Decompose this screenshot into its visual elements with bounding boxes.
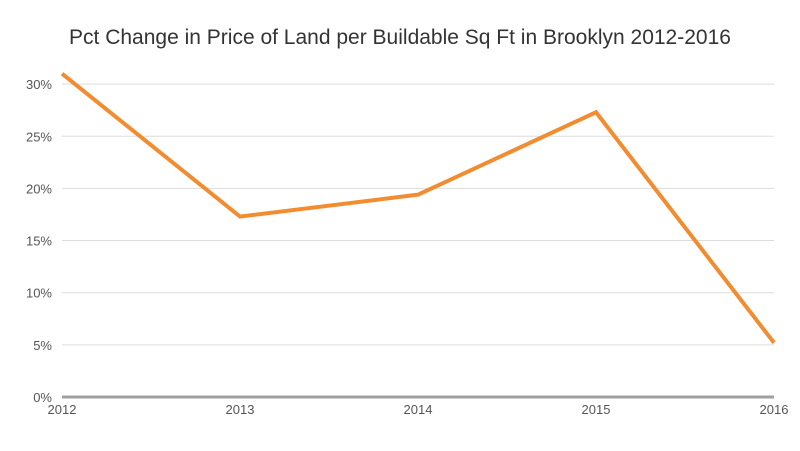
y-tick-label: 5%	[33, 338, 52, 353]
y-tick-label: 20%	[26, 181, 52, 196]
chart-title: Pct Change in Price of Land per Buildabl…	[69, 26, 731, 49]
series-line	[60, 72, 776, 344]
y-tick-label: 10%	[26, 286, 52, 301]
x-tick-label: 2015	[582, 402, 611, 417]
x-tick-label: 2016	[760, 402, 789, 417]
y-tick-label: 25%	[26, 129, 52, 144]
x-tick-label: 2014	[404, 402, 433, 417]
x-tick-label: 2013	[226, 402, 255, 417]
y-tick-label: 15%	[26, 234, 52, 249]
x-tick-label: 2012	[48, 402, 77, 417]
y-tick-label: 30%	[26, 77, 52, 92]
y-tick-label: 0%	[33, 390, 52, 405]
